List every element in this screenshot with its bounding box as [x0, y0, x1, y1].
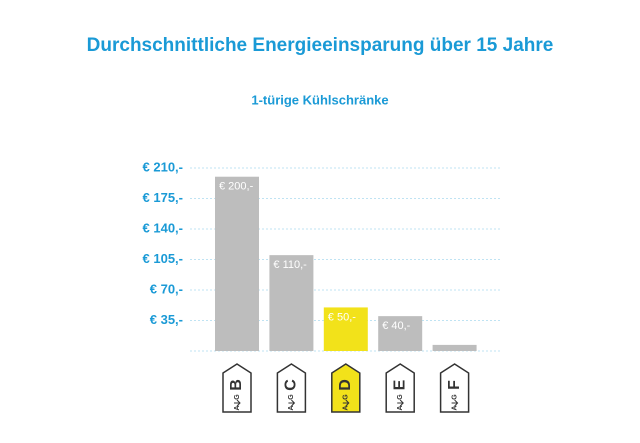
scale-label: A	[451, 405, 458, 410]
value-label: € 40,-	[382, 320, 410, 332]
x-tick-label: F	[446, 380, 463, 390]
energy-tag	[276, 363, 307, 413]
chart-subtitle: 1-türige Kühlschränke	[251, 92, 388, 107]
scale-label: G	[234, 394, 241, 400]
bar	[432, 344, 477, 351]
y-tick-label: € 105,-	[143, 251, 183, 266]
energy-label: C AG	[276, 363, 307, 413]
energy-label: E AG	[385, 363, 415, 413]
energy-tag	[331, 363, 361, 413]
y-tick-label: € 210,-	[143, 159, 183, 174]
y-tick-label: € 35,-	[150, 312, 183, 327]
energy-label: D AG	[331, 363, 361, 413]
energy-tag	[385, 363, 415, 413]
energy-tag	[222, 363, 252, 413]
chart-title: Durchschnittliche Energieeinsparung über…	[87, 35, 554, 56]
scale-arrow	[288, 399, 296, 407]
y-tick-label: € 175,-	[143, 190, 183, 205]
bar	[215, 176, 259, 351]
energy-label: B AG	[222, 363, 252, 413]
scale-label: A	[397, 405, 404, 410]
x-tick-label: B	[228, 379, 245, 391]
scale-arrow	[451, 399, 459, 407]
scale-label: A	[288, 405, 295, 410]
value-label: € 50,-	[328, 311, 356, 323]
bar	[323, 307, 368, 351]
scale-label: A	[234, 405, 241, 410]
scale-label: G	[397, 394, 404, 400]
scale-label: G	[451, 394, 458, 400]
scale-arrow	[234, 399, 241, 407]
value-label: € 200,-	[219, 181, 254, 193]
scale-label: A	[343, 405, 350, 410]
scale-arrow	[342, 399, 350, 407]
bar	[378, 316, 423, 351]
scale-arrow	[397, 399, 404, 407]
energy-label: F AG	[439, 363, 470, 413]
y-tick-label: € 140,-	[143, 220, 183, 235]
x-tick-label: E	[391, 379, 408, 390]
bar	[269, 255, 314, 351]
scale-label: G	[343, 394, 350, 400]
x-tick-label: C	[283, 379, 300, 391]
x-tick-label: D	[337, 379, 354, 391]
value-label: € 110,-	[273, 259, 307, 271]
y-tick-label: € 70,-	[150, 281, 183, 296]
scale-label: G	[288, 394, 295, 400]
energy-tag	[439, 363, 470, 413]
